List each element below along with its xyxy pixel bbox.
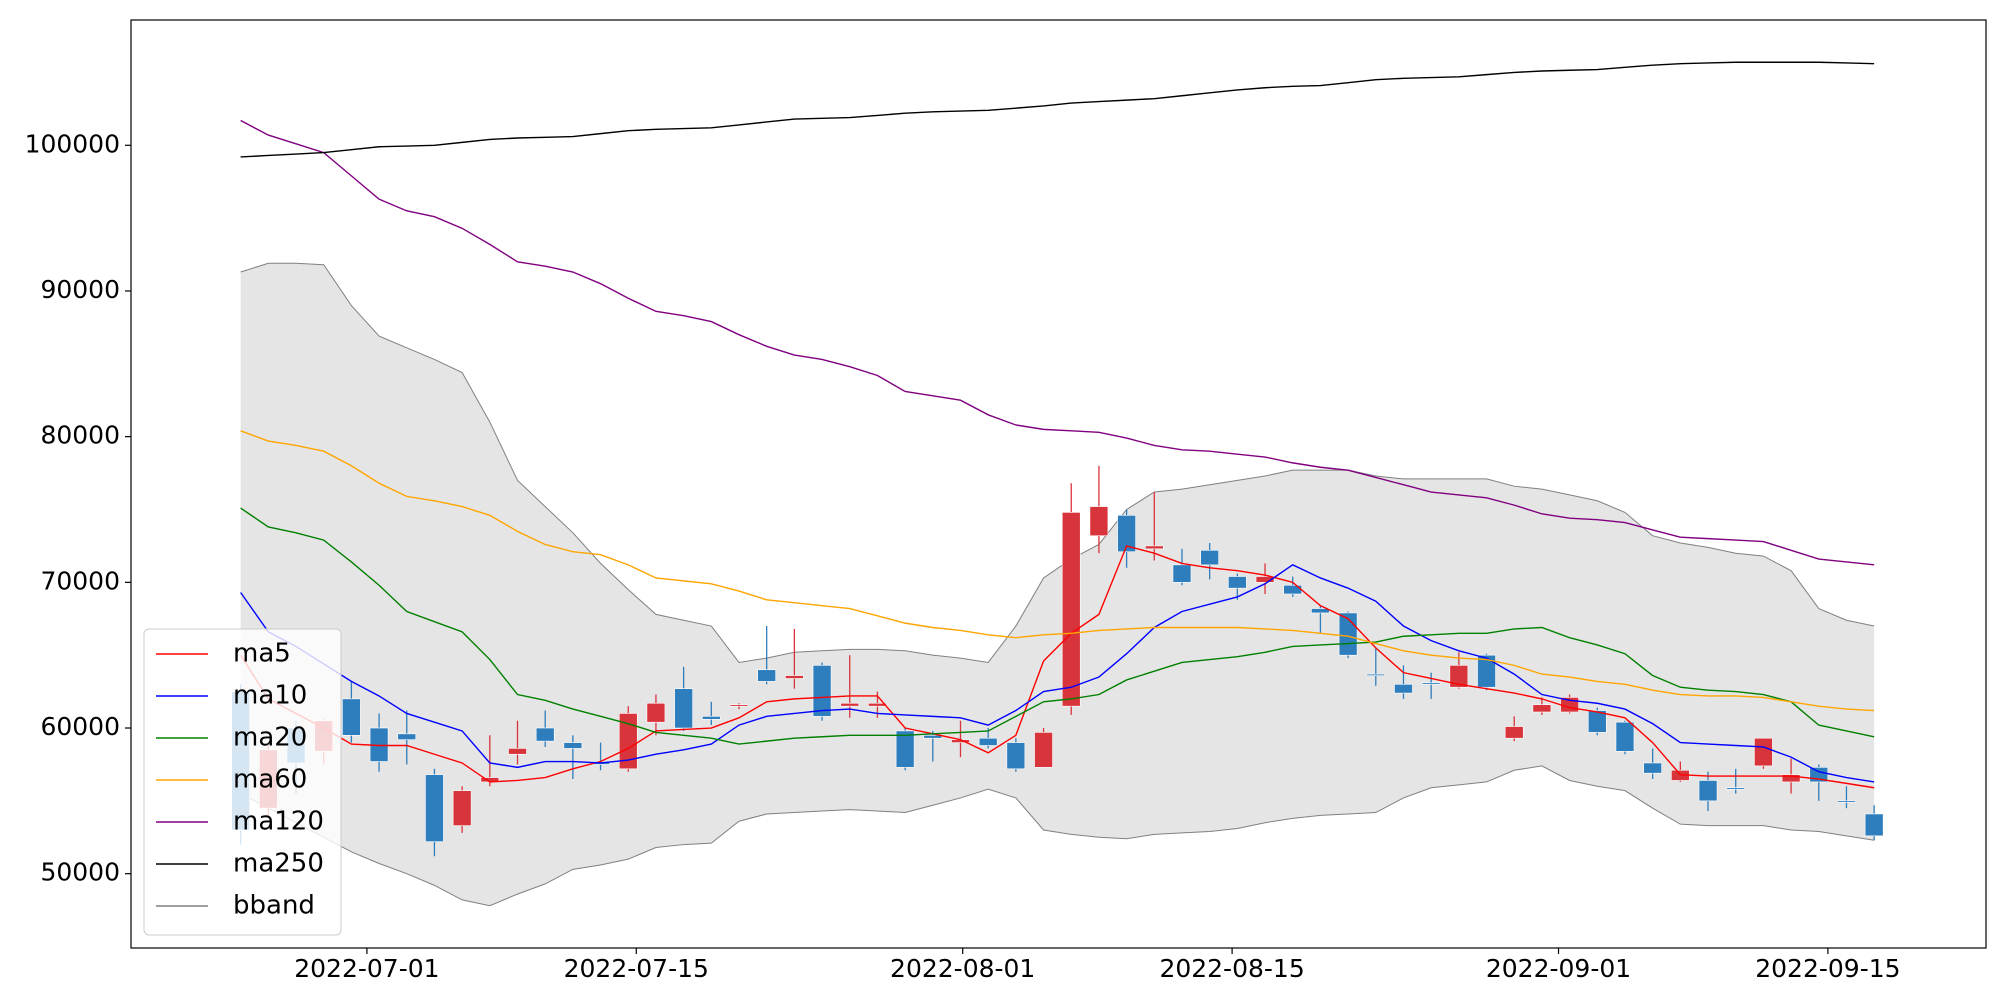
y-tick-label: 100000 xyxy=(25,129,120,158)
candle-body xyxy=(1449,665,1469,688)
y-tick-label: 50000 xyxy=(40,858,120,887)
candle-body xyxy=(535,727,555,742)
y-tick-label: 90000 xyxy=(40,275,120,304)
candle-body xyxy=(397,733,417,740)
candle-body xyxy=(1698,780,1718,802)
y-tick-label: 60000 xyxy=(40,712,120,741)
candle-body xyxy=(1117,515,1136,553)
candle-body xyxy=(1034,732,1053,768)
y-tick-label: 70000 xyxy=(40,566,120,595)
x-tick-label: 2022-09-01 xyxy=(1486,954,1631,983)
bband-lower xyxy=(240,765,1875,907)
candle-body xyxy=(785,675,804,679)
plot-area xyxy=(231,61,1884,907)
ma-line xyxy=(240,545,1875,789)
candle-body xyxy=(425,774,444,842)
candle-body xyxy=(868,702,887,707)
legend-label: ma20 xyxy=(233,723,307,753)
candle-body xyxy=(452,790,472,826)
candle-body xyxy=(674,688,693,729)
candle-body xyxy=(840,702,860,707)
x-tick-label: 2022-08-01 xyxy=(890,954,1035,983)
candle-body xyxy=(508,748,527,755)
candle-body xyxy=(1394,684,1413,694)
candle-body xyxy=(923,735,943,739)
candle-body xyxy=(1615,721,1635,752)
candle-body xyxy=(618,713,638,770)
legend-label: ma10 xyxy=(233,681,307,711)
candle-body xyxy=(1726,787,1746,790)
x-tick-label: 2022-09-15 xyxy=(1755,954,1900,983)
candle-body xyxy=(1006,742,1026,770)
legend-label: ma60 xyxy=(233,765,307,795)
candle-body xyxy=(1228,576,1247,589)
candle-body xyxy=(1837,800,1856,803)
x-tick-label: 2022-08-15 xyxy=(1159,954,1304,983)
candle-body xyxy=(1477,654,1496,688)
legend: ma5 ma10 ma20 ma60 ma120 ma250 bband xyxy=(143,628,342,936)
axes-frame xyxy=(130,19,1987,949)
candle-body xyxy=(978,737,998,746)
candle-body xyxy=(1144,545,1164,550)
candle-body xyxy=(1255,576,1275,583)
ma-line xyxy=(240,61,1875,158)
candle-body xyxy=(1532,704,1552,713)
candle-body xyxy=(1643,762,1662,774)
candle-body xyxy=(757,669,776,682)
candle-body xyxy=(646,702,666,723)
candle-body xyxy=(342,698,361,736)
x-tick-label: 2022-07-01 xyxy=(294,954,439,983)
candle-body xyxy=(729,704,749,707)
legend-box xyxy=(143,628,342,936)
x-tick-label: 2022-07-15 xyxy=(564,954,709,983)
candle-body xyxy=(563,742,583,749)
y-tick-label: 80000 xyxy=(40,421,120,450)
candle-body xyxy=(1200,549,1219,566)
legend-label: ma120 xyxy=(233,807,324,837)
candle-body xyxy=(895,730,915,768)
candle-body xyxy=(1587,710,1607,733)
legend-label: ma250 xyxy=(233,849,324,879)
ma-line xyxy=(240,564,1875,783)
candle-body xyxy=(702,716,721,720)
candle-body xyxy=(1864,813,1884,837)
bband-upper xyxy=(240,262,1875,664)
ma-line xyxy=(240,507,1875,745)
candle-body xyxy=(1754,737,1773,767)
legend-label: ma5 xyxy=(233,639,291,669)
candle-body xyxy=(1421,682,1441,685)
ma-line xyxy=(240,430,1875,712)
candle-body xyxy=(1366,673,1386,676)
candle-body xyxy=(1311,608,1330,614)
ma-line xyxy=(240,119,1875,566)
candle-body xyxy=(1781,774,1801,783)
legend-label: bband xyxy=(233,891,315,921)
candle-body xyxy=(1172,564,1192,583)
bband-fill xyxy=(240,263,1875,906)
candle-body xyxy=(1504,726,1524,739)
candle-body xyxy=(812,665,832,717)
candle-body xyxy=(1089,506,1109,537)
candle-body xyxy=(1061,512,1081,707)
candle-body xyxy=(1283,584,1303,595)
